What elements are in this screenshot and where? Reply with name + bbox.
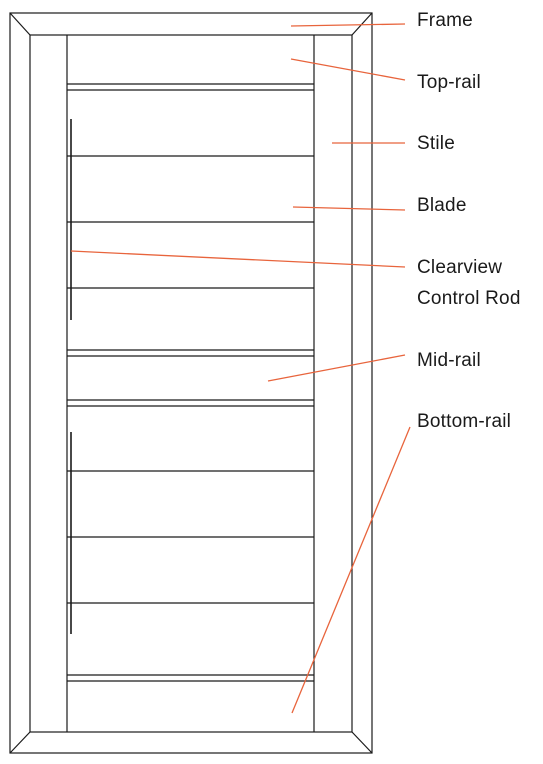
frame-outer (9, 12, 373, 754)
label-frame: Frame (417, 10, 473, 31)
leader-bottom-rail (291, 426, 411, 714)
frame-miter-br (351, 731, 373, 754)
leader-mid-rail (267, 354, 406, 382)
label-blade: Blade (417, 195, 467, 216)
label-mid-rail: Mid-rail (417, 350, 481, 371)
frame-miter-tl (9, 12, 31, 36)
label-clearview: Clearview (417, 257, 503, 278)
label-bottom-rail: Bottom-rail (417, 411, 512, 432)
leader-clearview (70, 250, 406, 268)
frame-inner (29, 34, 353, 733)
leader-lines (70, 23, 411, 714)
frame-miter-tr (351, 12, 373, 36)
shutter-drawing (9, 12, 373, 754)
label-top-rail: Top-rail (417, 72, 481, 93)
label-control-rod: Control Rod (417, 288, 521, 309)
leader-top-rail (290, 58, 406, 81)
leader-blade (292, 206, 406, 211)
frame-miter-bl (9, 731, 31, 754)
leader-frame (290, 23, 406, 27)
label-stile: Stile (417, 133, 455, 154)
